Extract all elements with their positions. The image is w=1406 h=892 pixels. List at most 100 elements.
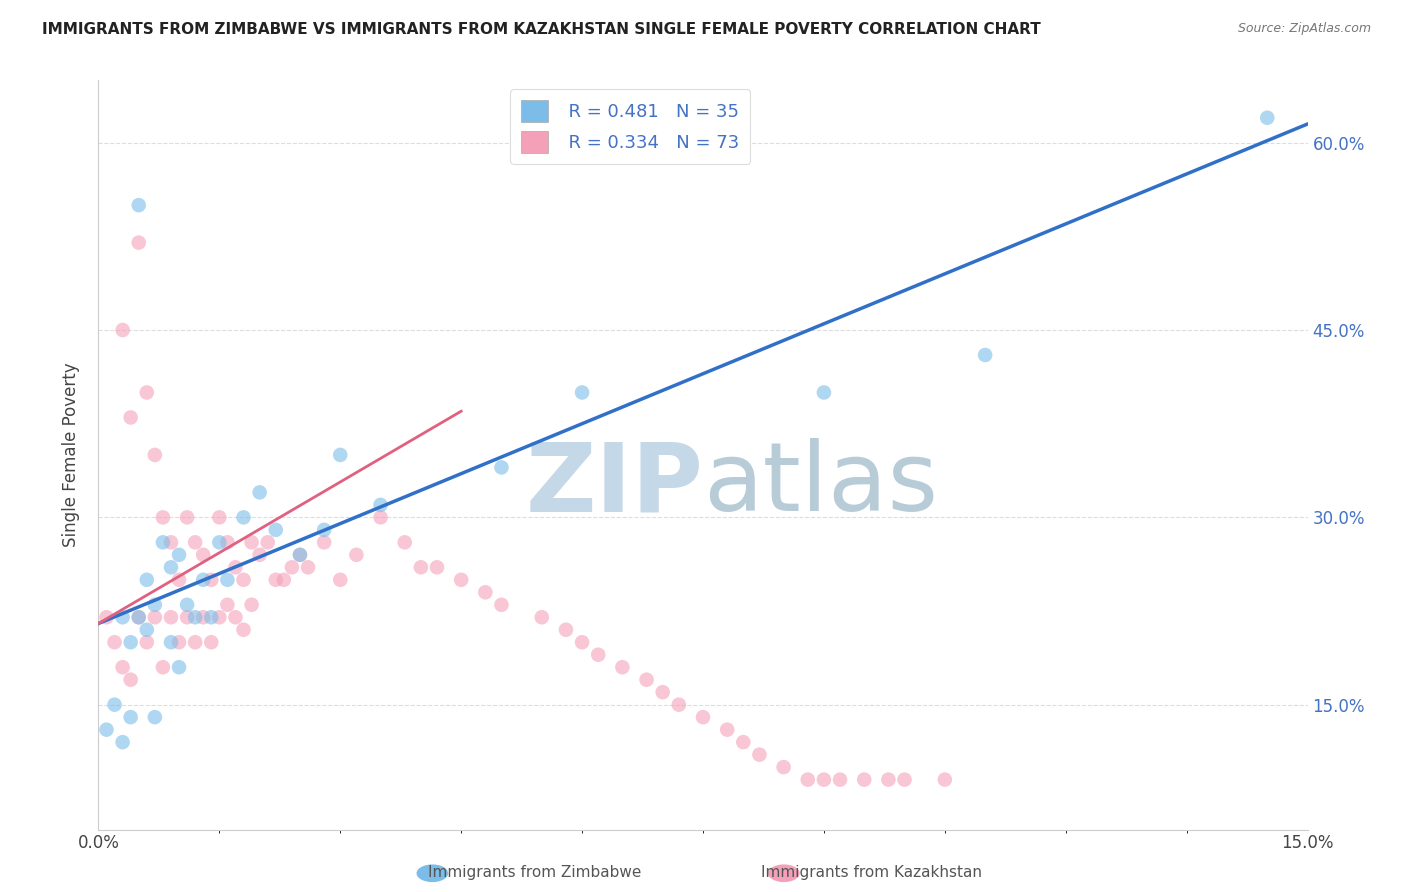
Point	[612, 660, 634, 674]
Point	[344, 548, 367, 562]
Point	[200, 610, 222, 624]
Text: ZIP: ZIP	[524, 438, 703, 532]
Point	[208, 535, 231, 549]
Point	[96, 723, 118, 737]
Point	[530, 610, 553, 624]
Point	[813, 772, 835, 787]
Point	[167, 660, 190, 674]
Point	[288, 548, 311, 562]
Point	[160, 635, 183, 649]
Point	[160, 560, 183, 574]
Point	[249, 485, 271, 500]
Point	[571, 635, 593, 649]
Point	[176, 598, 198, 612]
Point	[193, 610, 215, 624]
Point	[135, 385, 157, 400]
Point	[668, 698, 690, 712]
Point	[491, 460, 513, 475]
Point	[692, 710, 714, 724]
Point	[555, 623, 578, 637]
Point	[224, 610, 246, 624]
Point	[160, 535, 183, 549]
Point	[193, 548, 215, 562]
Y-axis label: Single Female Poverty: Single Female Poverty	[62, 363, 80, 547]
Point	[120, 710, 142, 724]
Point	[111, 735, 134, 749]
Point	[733, 735, 755, 749]
Point	[772, 760, 794, 774]
Point	[813, 385, 835, 400]
Point	[877, 772, 900, 787]
Point	[394, 535, 416, 549]
Point	[167, 635, 190, 649]
Point	[264, 523, 287, 537]
Point	[636, 673, 658, 687]
Point	[288, 548, 311, 562]
Point	[217, 535, 239, 549]
Point	[200, 635, 222, 649]
Point	[184, 535, 207, 549]
Point	[208, 610, 231, 624]
Point	[426, 560, 449, 574]
Point	[797, 772, 820, 787]
Point	[329, 448, 352, 462]
Point	[249, 548, 271, 562]
Point	[184, 610, 207, 624]
Point	[370, 498, 392, 512]
Point	[135, 635, 157, 649]
Circle shape	[768, 864, 800, 882]
Point	[111, 610, 134, 624]
Point	[143, 448, 166, 462]
Point	[128, 198, 150, 212]
Text: Immigrants from Kazakhstan: Immigrants from Kazakhstan	[761, 865, 983, 880]
Point	[409, 560, 432, 574]
Circle shape	[416, 864, 449, 882]
Point	[143, 610, 166, 624]
Point	[297, 560, 319, 574]
Point	[370, 510, 392, 524]
Text: atlas: atlas	[703, 438, 938, 532]
Point	[934, 772, 956, 787]
Point	[120, 410, 142, 425]
Point	[120, 635, 142, 649]
Point	[853, 772, 876, 787]
Point	[167, 548, 190, 562]
Point	[200, 573, 222, 587]
Point	[281, 560, 304, 574]
Point	[128, 610, 150, 624]
Point	[193, 573, 215, 587]
Point	[152, 535, 174, 549]
Point	[748, 747, 770, 762]
Point	[256, 535, 278, 549]
Point	[217, 598, 239, 612]
Text: Source: ZipAtlas.com: Source: ZipAtlas.com	[1237, 22, 1371, 36]
Point	[224, 560, 246, 574]
Point	[974, 348, 997, 362]
Point	[240, 598, 263, 612]
Point	[450, 573, 472, 587]
Point	[111, 660, 134, 674]
Legend:   R = 0.481   N = 35,   R = 0.334   N = 73: R = 0.481 N = 35, R = 0.334 N = 73	[510, 89, 751, 164]
Point	[152, 660, 174, 674]
Point	[103, 635, 125, 649]
Point	[329, 573, 352, 587]
Point	[217, 573, 239, 587]
Point	[571, 385, 593, 400]
Point	[152, 510, 174, 524]
Point	[184, 635, 207, 649]
Point	[128, 235, 150, 250]
Point	[176, 510, 198, 524]
Point	[232, 510, 254, 524]
Point	[176, 610, 198, 624]
Point	[240, 535, 263, 549]
Point	[716, 723, 738, 737]
Point	[232, 573, 254, 587]
Point	[474, 585, 496, 599]
Point	[96, 610, 118, 624]
Point	[160, 610, 183, 624]
Point	[491, 598, 513, 612]
Point	[208, 510, 231, 524]
Text: Immigrants from Zimbabwe: Immigrants from Zimbabwe	[427, 865, 641, 880]
Text: IMMIGRANTS FROM ZIMBABWE VS IMMIGRANTS FROM KAZAKHSTAN SINGLE FEMALE POVERTY COR: IMMIGRANTS FROM ZIMBABWE VS IMMIGRANTS F…	[42, 22, 1040, 37]
Point	[232, 623, 254, 637]
